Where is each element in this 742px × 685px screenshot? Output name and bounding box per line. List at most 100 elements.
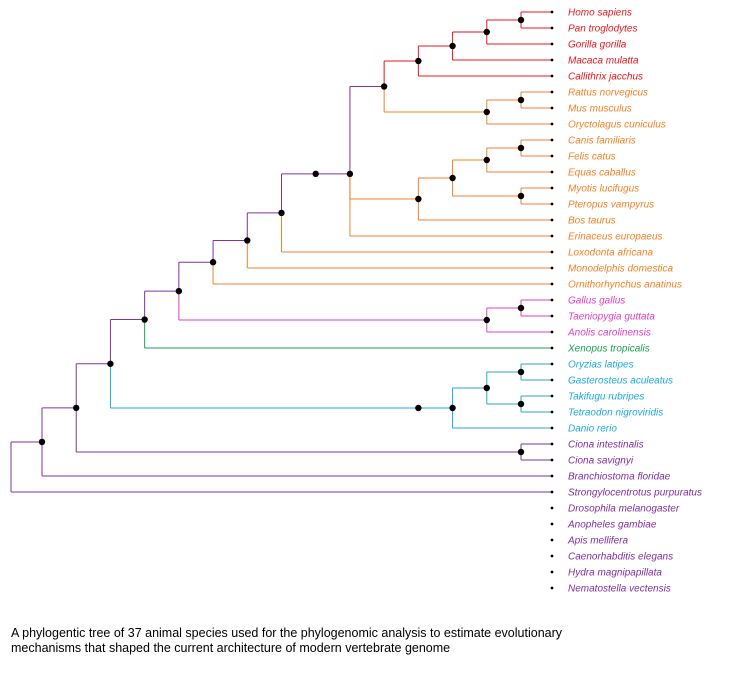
- node-dot: [107, 360, 114, 367]
- species-label: Branchiostoma floridae: [568, 472, 671, 483]
- species-label: Oryzias latipes: [568, 360, 634, 371]
- species-label: Apis mellifera: [567, 536, 628, 547]
- tip-dot: [550, 474, 554, 478]
- species-label: Pteropus vampyrus: [568, 200, 654, 211]
- species-label: Loxodonta africana: [568, 248, 654, 259]
- tip-dot: [550, 330, 554, 334]
- tip-dot: [550, 362, 554, 366]
- tip-dot: [550, 138, 554, 142]
- species-label: Ciona intestinalis: [568, 440, 644, 451]
- tip-dot: [550, 506, 554, 510]
- tip-dot: [550, 154, 554, 158]
- species-label: Danio rerio: [568, 424, 617, 435]
- species-label: Erinaceus europaeus: [568, 232, 663, 243]
- node-dot: [141, 316, 148, 323]
- node-dot: [244, 237, 251, 244]
- tip-dot: [550, 490, 554, 494]
- species-label: Drosophila melanogaster: [568, 504, 680, 515]
- species-label: Myotis lucifugus: [568, 184, 639, 195]
- species-label: Homo sapiens: [568, 8, 632, 19]
- tip-dot: [550, 90, 554, 94]
- species-label: Taeniopygia guttata: [568, 312, 655, 323]
- node-dot: [175, 287, 183, 295]
- tip-dot: [550, 538, 554, 542]
- tip-dot: [550, 426, 554, 430]
- species-label: Ornithorhynchus anatinus: [568, 280, 682, 291]
- node-dot: [517, 400, 525, 408]
- node-dot: [415, 57, 422, 65]
- species-label: Ciona savignyi: [568, 456, 634, 467]
- tip-dot: [550, 202, 554, 206]
- species-label: Hydra magnipapillata: [568, 568, 662, 579]
- tip-dot: [550, 234, 554, 238]
- species-label: Macaca mulatta: [568, 56, 639, 67]
- node-dot: [517, 304, 525, 312]
- species-label: Felis catus: [568, 152, 616, 163]
- species-label: Bos taurus: [568, 216, 616, 227]
- node-dot: [483, 316, 490, 324]
- caption-line-2: mechanisms that shaped the current archi…: [11, 641, 451, 655]
- species-label: Mus musculus: [568, 104, 632, 115]
- tip-dot: [550, 106, 554, 110]
- species-label: Nematostella vectensis: [568, 584, 671, 595]
- tip-dot: [550, 10, 554, 14]
- tip-dot: [550, 58, 554, 62]
- tip-dot: [550, 250, 554, 254]
- tip-dot: [550, 570, 554, 574]
- node-dot: [209, 259, 217, 266]
- node-dot: [73, 404, 80, 412]
- species-label: Gorilla gorilla: [568, 40, 627, 51]
- tip-dot: [550, 42, 554, 46]
- species-label: Gasterosteus aculeatus: [568, 376, 673, 387]
- node-dot: [449, 42, 456, 50]
- node-dot: [517, 368, 525, 376]
- tip-dot: [550, 122, 554, 126]
- caption-line-1: A phylogentic tree of 37 animal species …: [11, 626, 563, 640]
- species-label: Canis familiaris: [568, 136, 636, 147]
- species-label: Anopheles gambiae: [567, 520, 657, 531]
- node-dot: [517, 144, 525, 152]
- tip-dot: [550, 522, 554, 526]
- species-label: Rattus norvegicus: [568, 88, 648, 99]
- node-dot: [278, 209, 285, 217]
- node-dot: [517, 96, 525, 104]
- node-dot: [483, 384, 490, 392]
- species-label: Takifugu rubripes: [568, 392, 644, 403]
- species-label: Pan troglodytes: [568, 24, 638, 35]
- node-dot: [38, 438, 46, 446]
- species-label: Caenorhabditis elegans: [568, 552, 673, 563]
- species-label: Strongylocentrotus purpuratus: [568, 488, 702, 499]
- tip-dot: [550, 458, 554, 462]
- tip-dot: [550, 378, 554, 382]
- phylogenetic-tree: Homo sapiens Pan troglodytes Gorilla goril…: [10, 8, 702, 595]
- species-label: Oryctolagus cuniculus: [568, 120, 666, 131]
- tip-dot: [550, 314, 554, 318]
- node-dot: [517, 16, 525, 24]
- tip-dot: [550, 554, 554, 558]
- node-dot: [312, 170, 319, 178]
- tip-dot: [550, 26, 554, 30]
- tip-dot: [550, 586, 554, 590]
- species-label: Tetraodon nigroviridis: [568, 408, 663, 419]
- species-label: Equas caballus: [568, 168, 636, 179]
- species-label: Gallus gallus: [568, 296, 625, 307]
- node-dot: [449, 404, 456, 412]
- tip-dot: [550, 218, 554, 222]
- node-dot: [415, 195, 422, 203]
- tip-dot: [550, 346, 554, 350]
- node-dot: [415, 404, 422, 412]
- species-label: Xenopus tropicalis: [567, 344, 650, 355]
- node-dot: [483, 156, 490, 164]
- tip-dot: [550, 266, 554, 270]
- tip-dot: [550, 410, 554, 414]
- tip-dot: [550, 170, 554, 174]
- species-label: Monodelphis domestica: [568, 264, 673, 275]
- tip-dot: [550, 282, 554, 286]
- node-dot: [346, 170, 354, 178]
- species-label: Anolis carolinensis: [567, 328, 651, 339]
- node-dot: [483, 28, 490, 36]
- tip-dot: [550, 394, 554, 398]
- node-dot: [517, 448, 525, 456]
- figure-caption: A phylogentic tree of 37 animal species …: [11, 626, 736, 656]
- tip-dot: [550, 74, 554, 78]
